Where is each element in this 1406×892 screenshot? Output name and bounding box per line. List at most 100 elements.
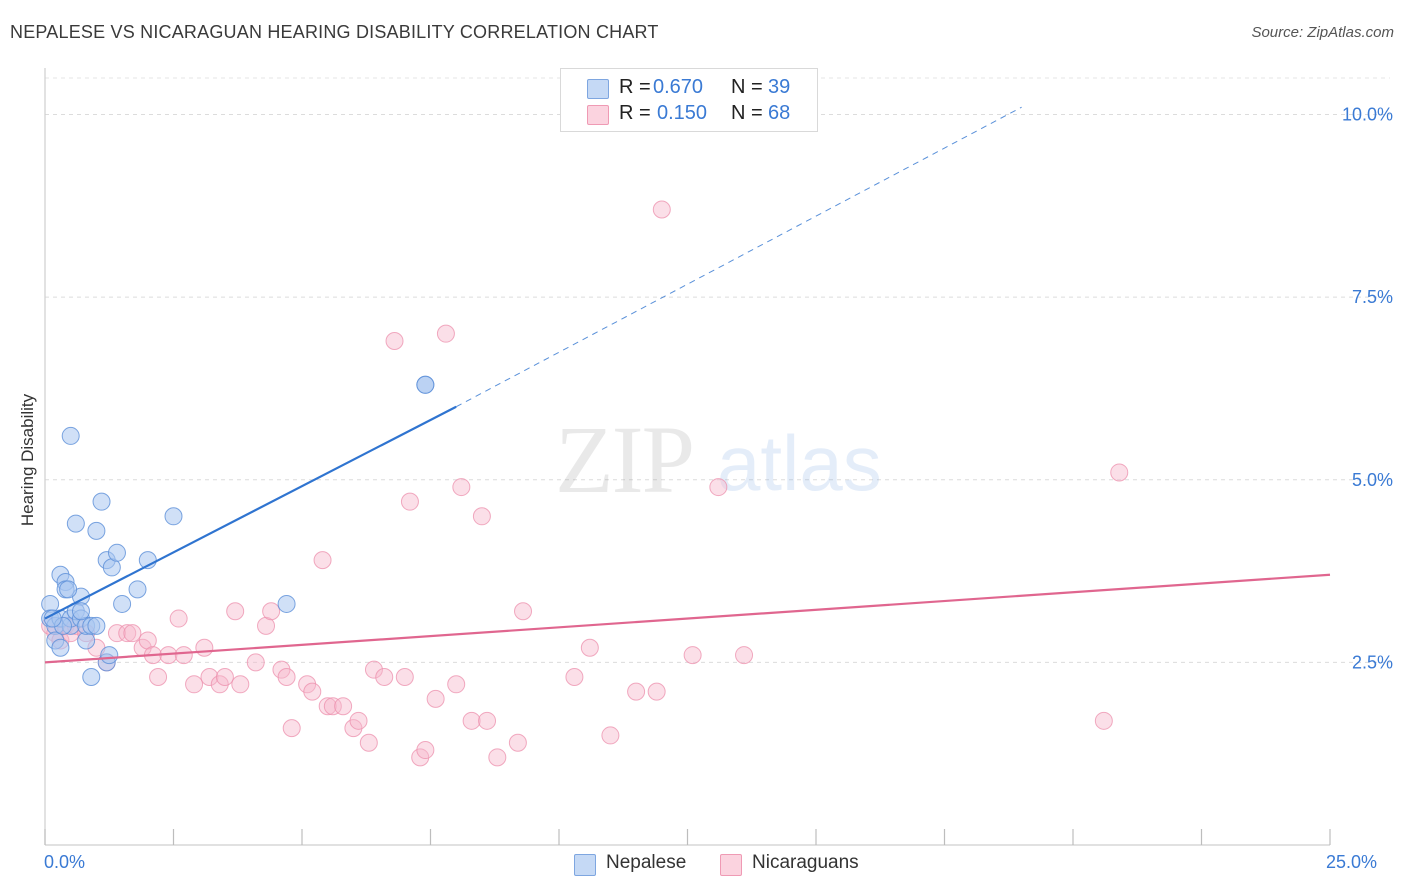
legend-swatch-nepalese (587, 79, 609, 99)
grid-lines (45, 77, 1390, 663)
nepalese-point (107, 543, 126, 562)
source-label: Source: ZipAtlas.com (1251, 24, 1394, 41)
nicaraguan-point (195, 638, 214, 657)
y-axis-label: Hearing Disability (18, 393, 37, 527)
nicaraguan-point (118, 624, 137, 643)
legend-n-label: N = (731, 102, 763, 124)
legend-r-label: R = (619, 102, 651, 124)
nicaraguan-point (514, 602, 533, 621)
nicaraguan-point (436, 324, 455, 343)
nicaraguan-point (257, 616, 276, 635)
nepalese-point (416, 375, 435, 394)
nicaraguan-point (472, 507, 491, 526)
axes (44, 68, 1331, 846)
watermark: ZIP atlas (555, 406, 882, 513)
nicaraguan-point (1094, 711, 1113, 730)
nicaraguan-point (478, 711, 497, 730)
nicaraguan-point (400, 492, 419, 511)
nicaraguan-point (580, 638, 599, 657)
y-tick-label: 10.0% (1342, 105, 1393, 125)
y-tick-labels: 2.5% 5.0% 7.5% 10.0% (1342, 105, 1393, 673)
nepalese-trend-extension (455, 106, 1022, 408)
nicaraguan-point (323, 697, 342, 716)
nepalese-point (128, 580, 147, 599)
nicaraguan-point (565, 667, 584, 686)
nepalese-point (87, 616, 106, 635)
nepalese-point (164, 507, 183, 526)
trend-lines (44, 106, 1331, 664)
legend-r-value: 0.150 (657, 102, 708, 124)
nicaraguan-point (488, 748, 507, 767)
nicaraguan-point (107, 624, 126, 643)
nicaraguan-point (1110, 463, 1129, 482)
nepalese-point (92, 492, 111, 511)
nepalese-point (66, 514, 85, 533)
chart-title: NEPALESE VS NICARAGUAN HEARING DISABILIT… (10, 22, 659, 42)
nepalese-point (87, 521, 106, 540)
x-tick-min: 0.0% (44, 852, 86, 872)
nicaraguan-point (385, 331, 404, 350)
nicaraguan-point (231, 675, 250, 694)
watermark-atlas: atlas (717, 419, 882, 507)
nepalese-points (41, 375, 435, 686)
nicaraguan-point (262, 602, 281, 621)
nicaraguan-point (452, 478, 471, 497)
bottom-legend-label-nepalese: Nepalese (606, 852, 687, 873)
y-tick-label: 2.5% (1352, 652, 1393, 672)
nicaraguan-point (318, 697, 337, 716)
nicaraguan-point (683, 646, 702, 665)
nicaraguan-point (303, 682, 322, 701)
legend-n-value: 39 (768, 76, 791, 98)
legend-n-value: 68 (768, 102, 791, 124)
bottom-legend-swatch-nicaraguans (720, 854, 742, 876)
nicaraguan-point (395, 667, 414, 686)
nicaraguan-point (364, 660, 383, 679)
nepalese-point (82, 667, 101, 686)
legend-r-value: 0.670 (653, 76, 704, 98)
nicaraguan-point (426, 689, 445, 708)
nicaraguans-trend-line (44, 573, 1331, 664)
nicaraguan-point (375, 667, 394, 686)
nicaraguan-point (123, 624, 142, 643)
nicaraguan-point (226, 602, 245, 621)
nicaraguan-point (462, 711, 481, 730)
nicaraguan-point (601, 726, 620, 745)
bottom-legend-label-nicaraguans: Nicaraguans (752, 852, 859, 873)
nepalese-trend-line (44, 405, 457, 620)
nicaraguan-point (709, 478, 728, 497)
nicaraguan-point (149, 667, 168, 686)
nepalese-point (100, 646, 119, 665)
nepalese-point (43, 609, 62, 628)
legend-swatch-nicaraguans (587, 105, 609, 125)
nicaraguan-point (349, 711, 368, 730)
y-tick-label: 7.5% (1352, 287, 1393, 307)
nicaraguan-point (185, 675, 204, 694)
nicaraguan-point (282, 719, 301, 738)
nicaraguan-point (334, 697, 353, 716)
nicaraguan-point (416, 741, 435, 760)
legend-r-label: R = (619, 76, 651, 98)
nicaraguan-point (652, 200, 671, 219)
nicaraguan-point (359, 733, 378, 752)
x-tick-max: 25.0% (1326, 852, 1378, 872)
nicaraguan-point (277, 667, 296, 686)
nepalese-point (61, 426, 80, 445)
nicaraguan-point (447, 675, 466, 694)
legend-n-label: N = (731, 76, 763, 98)
nicaraguan-point (200, 667, 219, 686)
y-tick-label: 5.0% (1352, 470, 1393, 490)
nicaraguan-point (138, 631, 157, 650)
bottom-legend-swatch-nepalese (574, 854, 596, 876)
nicaraguan-point (647, 682, 666, 701)
nicaraguan-point (508, 733, 527, 752)
nepalese-point (71, 602, 90, 621)
nicaraguan-point (735, 646, 754, 665)
nepalese-point (113, 594, 132, 613)
nepalese-point (277, 594, 296, 613)
watermark-zip: ZIP (555, 406, 693, 513)
nicaraguan-point (169, 609, 188, 628)
nicaraguan-point (246, 653, 265, 672)
nicaraguan-point (174, 646, 193, 665)
nicaraguan-point (215, 667, 234, 686)
